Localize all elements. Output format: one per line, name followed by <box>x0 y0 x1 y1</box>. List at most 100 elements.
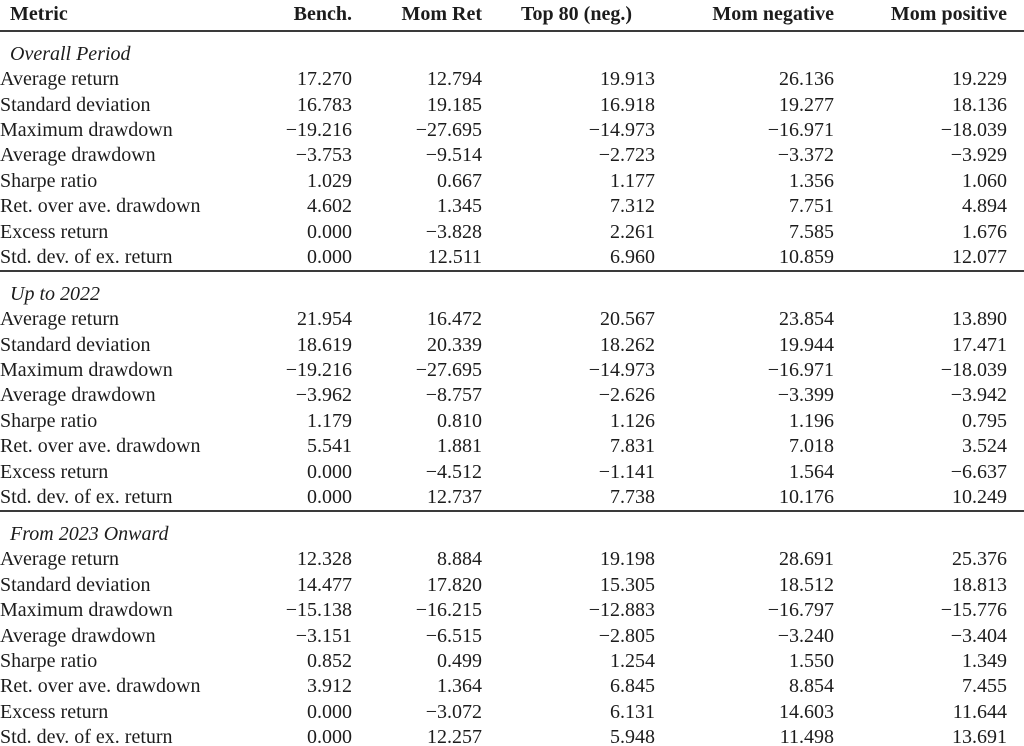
table-row: Standard deviation 16.783 19.185 16.918 19.2… <box>0 92 1024 117</box>
value-cell: −3.753 <box>295 144 352 167</box>
table-row: Average drawdown −3.962 −8.757 −2.626 −3.399… <box>0 383 1024 408</box>
value-cell: 1.179 <box>307 409 352 432</box>
value-cell: −12.883 <box>588 599 655 622</box>
metric-cell: Average drawdown <box>0 384 156 407</box>
metric-cell: Average return <box>0 308 120 331</box>
value-cell: 3.524 <box>962 435 1007 458</box>
metric-cell: Sharpe ratio <box>0 650 98 672</box>
table-row: Average drawdown −3.151 −6.515 −2.805 −3.240… <box>0 623 1024 648</box>
metric-cell: Std. dev. of ex. return <box>0 726 173 746</box>
table-row: Average return 12.328 8.884 19.198 28.691 25.… <box>0 547 1024 572</box>
metric-cell: Sharpe ratio <box>0 169 98 192</box>
value-cell: 0.000 <box>307 220 352 243</box>
section-title-row: Up to 2022 <box>0 271 1024 307</box>
value-cell: −6.637 <box>950 460 1007 483</box>
value-cell: 14.603 <box>779 700 834 723</box>
value-cell: 20.339 <box>427 333 482 356</box>
table-row: Excess return 0.000 −3.072 6.131 14.603 11.64… <box>0 700 1024 725</box>
value-cell: −16.215 <box>415 599 482 622</box>
value-cell: 7.751 <box>789 195 834 218</box>
value-cell: 0.000 <box>307 486 352 509</box>
column-header-mom-positive: Mom positive <box>890 3 1007 25</box>
value-cell: −9.514 <box>425 144 482 167</box>
table-row: Average drawdown −3.753 −9.514 −2.723 −3.372… <box>0 143 1024 168</box>
value-cell: −8.757 <box>425 384 482 407</box>
value-cell: 6.131 <box>610 700 655 723</box>
value-cell: 12.794 <box>427 68 482 91</box>
table-header: Metric Bench. Mom Ret Top 80 (neg.) Mom … <box>0 0 1024 31</box>
column-header-mom-negative: Mom negative <box>712 3 834 25</box>
value-cell: 0.000 <box>307 245 352 268</box>
table-row: Std. dev. of ex. return 0.000 12.737 7.738 1… <box>0 485 1024 511</box>
value-cell: 0.667 <box>437 169 482 192</box>
value-cell: 26.136 <box>779 68 834 91</box>
value-cell: −3.962 <box>295 384 352 407</box>
value-cell: 7.738 <box>610 486 655 509</box>
value-cell: 1.881 <box>437 435 482 458</box>
value-cell: 18.262 <box>600 333 655 356</box>
metric-cell: Average drawdown <box>0 144 156 167</box>
value-cell: 3.912 <box>307 675 352 698</box>
value-cell: 19.913 <box>600 68 655 91</box>
value-cell: 1.060 <box>962 169 1007 192</box>
section-title: Overall Period <box>10 43 131 65</box>
value-cell: 19.185 <box>427 93 482 116</box>
value-cell: 0.810 <box>437 409 482 432</box>
value-cell: 18.136 <box>952 93 1007 116</box>
table-row: Maximum drawdown −15.138 −16.215 −12.883 −16… <box>0 598 1024 623</box>
value-cell: −3.372 <box>777 144 834 167</box>
value-cell: 12.328 <box>297 548 352 571</box>
table-row: Excess return 0.000 −3.828 2.261 7.585 1.676 <box>0 219 1024 244</box>
value-cell: 10.176 <box>779 486 834 509</box>
value-cell: 1.364 <box>437 675 482 698</box>
value-cell: 21.954 <box>297 308 352 331</box>
value-cell: 0.000 <box>307 700 352 723</box>
value-cell: 17.820 <box>427 573 482 596</box>
value-cell: 15.305 <box>600 573 655 596</box>
metric-cell: Excess return <box>0 700 109 723</box>
value-cell: −3.828 <box>425 220 482 243</box>
value-cell: 6.960 <box>610 245 655 268</box>
value-cell: −3.151 <box>295 624 352 647</box>
value-cell: 0.000 <box>307 726 352 746</box>
value-cell: 1.196 <box>789 409 834 432</box>
table-row: Excess return 0.000 −4.512 −1.141 1.564 −6.63… <box>0 459 1024 484</box>
value-cell: 18.512 <box>779 573 834 596</box>
value-cell: 1.177 <box>610 169 655 192</box>
metric-cell: Excess return <box>0 460 109 483</box>
value-cell: −15.776 <box>940 599 1007 622</box>
metric-cell: Standard deviation <box>0 333 151 356</box>
value-cell: 5.541 <box>307 435 352 458</box>
metric-cell: Std. dev. of ex. return <box>0 486 173 509</box>
value-cell: 7.585 <box>789 220 834 243</box>
value-cell: 10.249 <box>952 486 1007 509</box>
value-cell: 17.270 <box>297 68 352 91</box>
value-cell: 23.854 <box>779 308 834 331</box>
value-cell: 1.349 <box>962 650 1007 672</box>
table-row: Ret. over ave. drawdown 5.541 1.881 7.831 7.… <box>0 434 1024 459</box>
value-cell: −3.072 <box>425 700 482 723</box>
section-title: Up to 2022 <box>10 283 100 306</box>
value-cell: 28.691 <box>779 548 834 571</box>
table-row: Average return 17.270 12.794 19.913 26.136 19… <box>0 67 1024 92</box>
value-cell: −15.138 <box>285 599 352 622</box>
column-header-top80-neg: Top 80 (neg.) <box>521 3 632 25</box>
value-cell: 20.567 <box>600 308 655 331</box>
value-cell: 19.229 <box>952 68 1007 91</box>
value-cell: −3.240 <box>777 624 834 647</box>
value-cell: 0.852 <box>307 650 352 672</box>
table-row: Std. dev. of ex. return 0.000 12.257 5.948 1… <box>0 725 1024 746</box>
table-row: Std. dev. of ex. return 0.000 12.511 6.960 1… <box>0 245 1024 271</box>
value-cell: 10.859 <box>779 245 834 268</box>
value-cell: −6.515 <box>425 624 482 647</box>
value-cell: −19.216 <box>285 359 352 382</box>
value-cell: 1.345 <box>437 195 482 218</box>
table-row: Ret. over ave. drawdown 4.602 1.345 7.312 7.… <box>0 194 1024 219</box>
section-title-row: Overall Period <box>0 31 1024 67</box>
value-cell: −27.695 <box>415 359 482 382</box>
table-section: Up to 2022 Average return 21.954 16.472 20.5… <box>0 271 1024 511</box>
metric-cell: Average drawdown <box>0 624 156 647</box>
table-row: Average return 21.954 16.472 20.567 23.854 13… <box>0 307 1024 332</box>
header-row: Metric Bench. Mom Ret Top 80 (neg.) Mom … <box>0 0 1024 31</box>
